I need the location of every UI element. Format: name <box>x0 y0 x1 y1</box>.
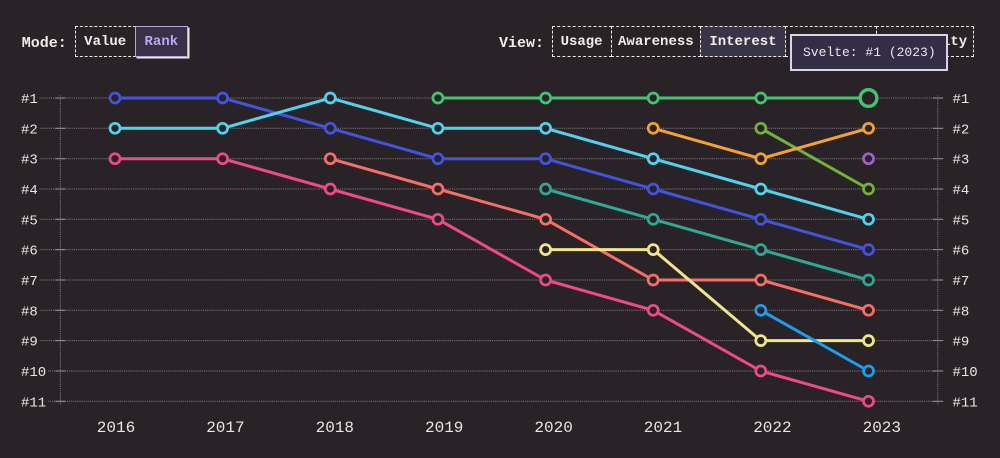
svg-text:2018: 2018 <box>316 419 354 437</box>
svg-text:2022: 2022 <box>753 419 791 437</box>
svg-text:#8: #8 <box>21 304 38 320</box>
svg-text:#11: #11 <box>21 395 46 411</box>
svg-text:#6: #6 <box>953 244 970 260</box>
svg-text:#7: #7 <box>21 274 38 290</box>
svg-text:#10: #10 <box>953 365 978 381</box>
svg-text:#3: #3 <box>953 153 970 169</box>
svg-text:#11: #11 <box>953 395 978 411</box>
svg-text:2021: 2021 <box>644 419 682 437</box>
svg-text:#5: #5 <box>21 213 38 229</box>
svg-text:#1: #1 <box>953 92 970 108</box>
svg-text:#4: #4 <box>953 183 970 199</box>
svg-text:#7: #7 <box>953 274 970 290</box>
svg-text:#6: #6 <box>21 244 38 260</box>
svg-text:2017: 2017 <box>206 419 244 437</box>
svg-text:#4: #4 <box>21 183 38 199</box>
svg-text:#5: #5 <box>953 213 970 229</box>
svg-text:2020: 2020 <box>534 419 572 437</box>
svg-text:#10: #10 <box>21 365 46 381</box>
svg-text:#2: #2 <box>21 122 38 138</box>
svg-text:#8: #8 <box>953 304 970 320</box>
svg-text:#9: #9 <box>21 335 38 351</box>
svg-text:#9: #9 <box>953 335 970 351</box>
svg-text:2019: 2019 <box>425 419 463 437</box>
svg-text:2023: 2023 <box>863 419 901 437</box>
svg-text:2016: 2016 <box>97 419 135 437</box>
svg-text:#2: #2 <box>953 122 970 138</box>
svg-text:#3: #3 <box>21 153 38 169</box>
svg-text:#1: #1 <box>21 92 38 108</box>
